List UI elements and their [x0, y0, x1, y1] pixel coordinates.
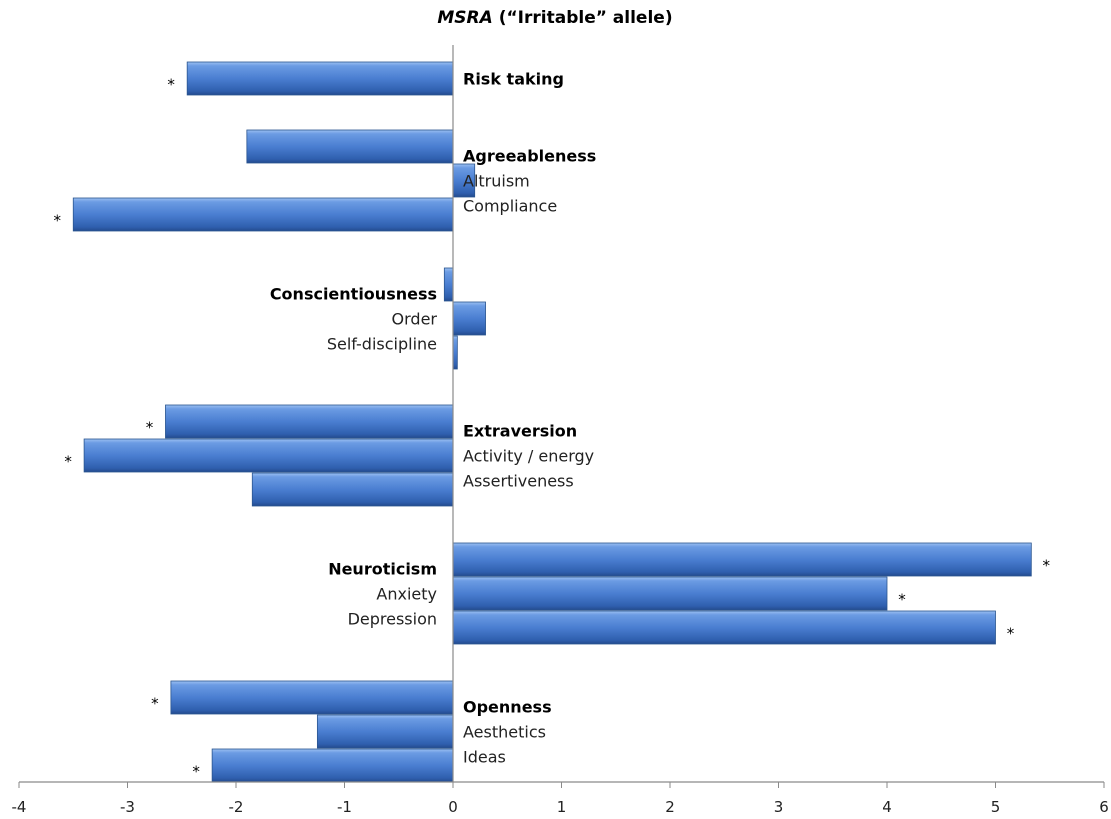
- bar: [452, 301, 486, 336]
- bar: [211, 748, 454, 783]
- bar: [72, 197, 454, 232]
- significance-marker: *: [167, 76, 175, 94]
- bar: [251, 472, 454, 507]
- bars-layer: [72, 61, 1032, 783]
- category-group-label: Openness: [463, 698, 552, 717]
- x-tick-label: 5: [991, 798, 1001, 816]
- significance-marker: *: [1043, 557, 1051, 575]
- significance-marker: *: [151, 695, 159, 713]
- category-group-label: Conscientiousness: [270, 285, 437, 304]
- x-tick-label: 3: [774, 798, 784, 816]
- category-sub-label: Compliance: [463, 197, 557, 216]
- significance-marker: *: [146, 419, 154, 437]
- category-sub-label: Assertiveness: [463, 472, 574, 491]
- significance-marker: *: [54, 212, 62, 230]
- bar: [83, 438, 454, 473]
- category-sub-label: Altruism: [463, 172, 530, 191]
- category-sub-label: Ideas: [463, 748, 506, 767]
- category-sub-label: Activity / energy: [463, 447, 594, 466]
- bar: [186, 61, 454, 96]
- category-group-label: Risk taking: [463, 70, 564, 89]
- x-tick-label: -2: [229, 798, 244, 816]
- category-sub-label: Self-discipline: [327, 335, 437, 354]
- labels-layer: * Risk taking * Agreeableness Altruism Compli…: [54, 70, 1051, 781]
- bar: [452, 542, 1032, 577]
- bar: [452, 576, 888, 611]
- significance-marker: *: [1007, 625, 1015, 643]
- x-axis: -4 -3 -2 -1 0 1 2 3 4 5 6: [12, 45, 1109, 816]
- x-tick-label: 1: [557, 798, 567, 816]
- category-sub-label: Anxiety: [376, 585, 437, 604]
- x-tick-label: 2: [665, 798, 675, 816]
- x-tick-label: -3: [120, 798, 135, 816]
- x-tick-label: -4: [12, 798, 27, 816]
- bar: [170, 680, 454, 715]
- chart-title: MSRA (“Irritable” allele): [437, 8, 672, 28]
- significance-marker: *: [64, 453, 72, 471]
- significance-marker: *: [898, 591, 906, 609]
- bar: [452, 610, 996, 645]
- category-sub-label: Aesthetics: [463, 723, 546, 742]
- bar: [246, 129, 454, 164]
- x-tick-label: 6: [1099, 798, 1109, 816]
- category-group-label: Agreeableness: [463, 147, 596, 166]
- category-sub-label: Order: [392, 310, 438, 329]
- chart-title-rest: (“Irritable” allele): [493, 8, 673, 28]
- category-sub-label: Depression: [348, 610, 437, 629]
- bar: [165, 404, 454, 439]
- chart-title-italic: MSRA: [437, 8, 492, 28]
- category-group-label: Extraversion: [463, 422, 577, 441]
- x-tick-label: -1: [337, 798, 352, 816]
- bar: [452, 335, 458, 370]
- category-group-label: Neuroticism: [328, 560, 437, 579]
- significance-marker: *: [192, 763, 200, 781]
- x-tick-label: 4: [882, 798, 892, 816]
- bar: [316, 714, 454, 749]
- bar: [443, 267, 454, 302]
- x-tick-label: 0: [448, 798, 458, 816]
